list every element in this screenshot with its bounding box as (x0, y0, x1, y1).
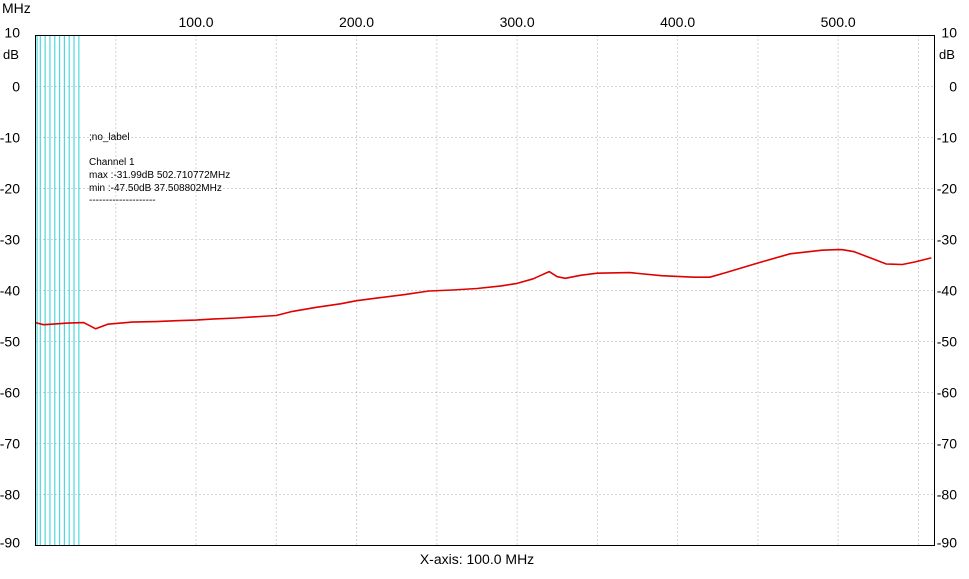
y-tick-label-right: -70 (937, 436, 957, 452)
grid-lines (35, 35, 935, 546)
trace-annotation: ;no_label Channel 1 max :-31.99dB 502.71… (89, 132, 230, 206)
y-unit-label-left: dB (3, 47, 19, 62)
x-axis-label: X-axis: 100.0 MHz (420, 551, 534, 567)
y-tick-label-left: -40 (0, 283, 20, 299)
y-tick-label-left: -90 (0, 535, 20, 551)
y-tick-label-right: 0 (949, 79, 957, 95)
y-tick-label-left: 10 (4, 25, 20, 41)
annotation-separator: -------------------- (89, 195, 156, 206)
plot-frame (35, 35, 935, 546)
x-tick-label: 500.0 (821, 14, 856, 30)
y-tick-label-left: 0 (12, 79, 20, 95)
y-tick-label-right: -60 (937, 385, 957, 401)
y-tick-label-left: -70 (0, 436, 20, 452)
y-tick-label-right: -80 (937, 487, 957, 503)
y-tick-label-right: -50 (937, 334, 957, 350)
y-tick-label-right: -40 (937, 283, 957, 299)
y-tick-labels: 10 10 0 0 -10 -10 -20 -20 -30 -30 -40 -40 -50 -50 -60 -… (0, 25, 957, 551)
annotation-channel: Channel 1 (89, 157, 135, 168)
x-tick-label: 100.0 (179, 14, 214, 30)
x-tick-label: 300.0 (500, 14, 535, 30)
y-tick-label-right: -10 (937, 130, 957, 146)
y-tick-label-right: -30 (937, 232, 957, 248)
annotation-label: ;no_label (89, 132, 130, 143)
y-tick-label-left: -10 (0, 130, 20, 146)
y-tick-label-left: -50 (0, 334, 20, 350)
y-tick-label-right: 10 (941, 25, 957, 41)
marker-lines (36, 35, 80, 546)
x-unit-label: MHz (2, 0, 31, 16)
y-tick-label-left: -60 (0, 385, 20, 401)
y-tick-label-left: -30 (0, 232, 20, 248)
y-tick-label-left: -20 (0, 181, 20, 197)
trace-layer (35, 248, 932, 330)
y-tick-label-right: -90 (937, 535, 957, 551)
x-tick-label: 400.0 (660, 14, 695, 30)
y-tick-label-right: -20 (937, 181, 957, 197)
x-tick-labels: 100.0 200.0 300.0 400.0 500.0 (179, 14, 856, 30)
y-unit-label-right: dB (939, 47, 955, 62)
y-tick-label-left: -80 (0, 487, 20, 503)
annotation-max: max :-31.99dB 502.710772MHz (89, 170, 230, 181)
annotation-min: min :-47.50dB 37.508802MHz (89, 183, 222, 194)
series-line (35, 248, 932, 330)
x-tick-label: 200.0 (339, 14, 374, 30)
